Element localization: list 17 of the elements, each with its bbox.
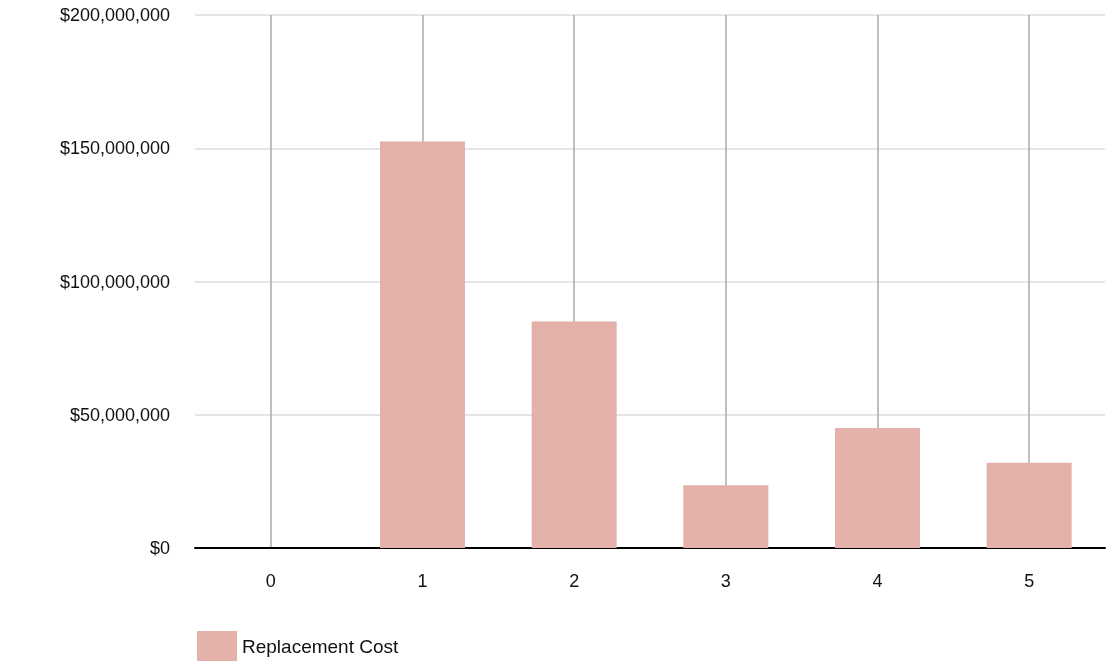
y-tick-label: $50,000,000 [69,404,170,425]
legend-label: Replacement Cost [242,635,400,657]
y-tick-label: $200,000,000 [59,5,170,25]
x-tick-label: 2 [569,571,580,591]
bar [683,485,769,548]
x-tick-label: 5 [1024,571,1035,591]
x-tick-label: 3 [720,571,731,591]
y-tick-label: $0 [149,538,170,558]
x-tick-label: 1 [417,571,428,591]
bar [380,141,465,548]
x-tick-label: 0 [265,571,276,591]
x-tick-label: 4 [872,571,883,591]
bar [531,321,617,548]
y-tick-label: $100,000,000 [59,271,170,292]
bar [986,462,1072,548]
y-tick-label: $150,000,000 [59,138,170,159]
bar [835,428,920,548]
